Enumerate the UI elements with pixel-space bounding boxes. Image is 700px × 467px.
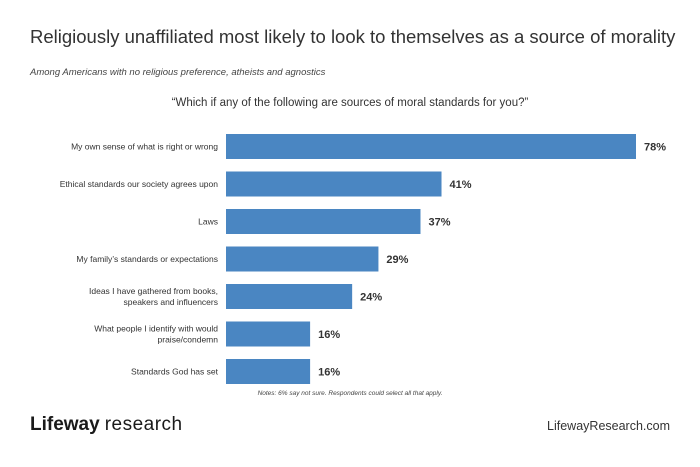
category-label-4-line-0: Ideas I have gathered from books, bbox=[89, 286, 218, 296]
logo-word-lifeway: Lifeway bbox=[30, 414, 100, 435]
value-label-5: 16% bbox=[318, 329, 340, 341]
chart-title: Religiously unaffiliated most likely to … bbox=[30, 26, 676, 47]
category-label-2: Laws bbox=[198, 217, 218, 227]
category-label-5-line-0: What people I identify with would bbox=[94, 324, 218, 334]
chart-subtitle: Among Americans with no religious prefer… bbox=[30, 67, 326, 78]
value-label-4: 24% bbox=[360, 292, 382, 304]
category-label-3: My family’s standards or expectations bbox=[76, 254, 218, 264]
category-label-6: Standards God has set bbox=[131, 367, 219, 377]
bar-2 bbox=[226, 209, 421, 234]
bar-1 bbox=[226, 171, 442, 197]
value-label-6: 16% bbox=[318, 367, 340, 379]
value-label-1: 41% bbox=[450, 179, 472, 191]
bar-3 bbox=[226, 246, 379, 272]
value-label-2: 37% bbox=[428, 217, 450, 229]
category-label-5-line-1: praise/condemn bbox=[158, 335, 219, 345]
chart-note: Notes: 6% say not sure. Respondents coul… bbox=[257, 390, 443, 397]
website-link[interactable]: LifewayResearch.com bbox=[547, 419, 670, 433]
lifeway-research-logo: Lifeway research bbox=[30, 414, 183, 436]
survey-question: “Which if any of the following are sourc… bbox=[171, 97, 529, 109]
bar-0 bbox=[226, 134, 636, 159]
bar-5 bbox=[226, 321, 311, 347]
logo-word-research: research bbox=[104, 414, 183, 435]
category-label-1: Ethical standards our society agrees upo… bbox=[60, 179, 219, 189]
bar-4 bbox=[226, 284, 353, 309]
bar-6 bbox=[226, 359, 311, 384]
category-label-0: My own sense of what is right or wrong bbox=[71, 142, 218, 152]
value-label-3: 29% bbox=[386, 254, 408, 266]
category-label-4-line-1: speakers and influencers bbox=[123, 297, 218, 307]
value-label-0: 78% bbox=[644, 142, 666, 154]
